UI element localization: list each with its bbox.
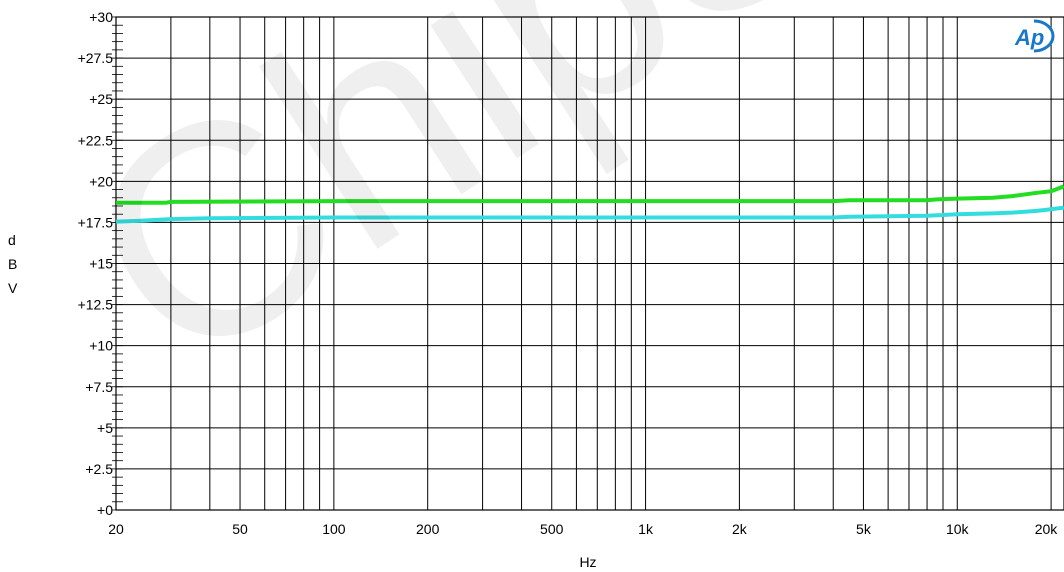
y-tick-label: +2.5 xyxy=(85,461,113,477)
plot-grid xyxy=(115,16,1064,511)
y-tick-label: +27.5 xyxy=(78,50,114,66)
y-tick-label: +10 xyxy=(89,338,113,354)
x-tick-label: 10k xyxy=(946,521,970,537)
y-minor-ticks xyxy=(112,16,123,511)
ylabel-char-d: d xyxy=(8,232,16,248)
ylabel-char-b: B xyxy=(8,256,18,272)
x-tick-label: 1k xyxy=(638,521,654,537)
x-tick-label: 5k xyxy=(856,521,872,537)
x-tick-label: 20k xyxy=(1035,521,1059,537)
ap-logo: Ap xyxy=(1011,19,1055,53)
y-tick-label: +20 xyxy=(89,173,113,189)
y-tick-label: +22.5 xyxy=(78,132,114,148)
x-tick-label: 20 xyxy=(108,521,124,537)
x-tick-labels: 20 50 100 200 500 1k 2k 5k 10k 20k xyxy=(108,521,1058,537)
y-tick-label: +17.5 xyxy=(78,214,114,230)
y-tick-label: +12.5 xyxy=(78,297,114,313)
x-tick-label: 200 xyxy=(416,521,440,537)
logo-bg xyxy=(1011,21,1053,51)
x-tick-label: 2k xyxy=(732,521,748,537)
logo-arc xyxy=(1033,19,1055,53)
y-tick-label: +15 xyxy=(89,256,113,272)
y-tick-label: +0 xyxy=(97,502,113,518)
logo-text: Ap xyxy=(1014,25,1044,50)
y-tick-label: +30 xyxy=(89,9,113,25)
y-tick-label: +5 xyxy=(97,420,113,436)
x-tick-label: 500 xyxy=(540,521,564,537)
series-line-1 xyxy=(116,184,1064,205)
y-tick-labels: +0 +2.5 +5 +7.5 +10 +12.5 +15 +17.5 +20 +22.5 +25 +… xyxy=(78,9,114,518)
series-line-2 xyxy=(115,205,1064,224)
x-axis-label: Hz xyxy=(579,554,596,570)
y-tick-label: +25 xyxy=(89,91,113,107)
series-group xyxy=(115,184,1064,224)
x-tick-label: 50 xyxy=(232,521,248,537)
y-tick-label: +7.5 xyxy=(85,379,113,395)
ylabel-char-v: V xyxy=(8,280,18,296)
x-tick-label: 100 xyxy=(322,521,346,537)
